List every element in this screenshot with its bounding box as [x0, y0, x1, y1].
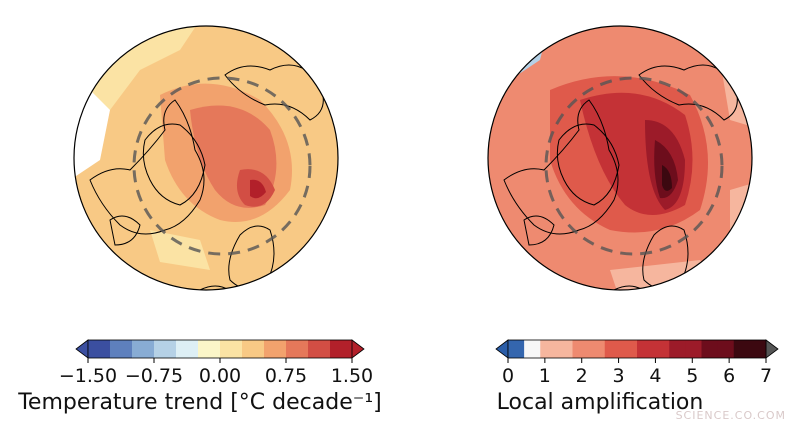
amp-colorbar-swatch: [588, 340, 606, 358]
right-panel: 0 1 2 3 4 5 6 7 Local amplification: [400, 0, 800, 426]
amp-colorbar-tick-label: 4: [649, 365, 661, 387]
trend-colorbar-tick-label: −1.50: [59, 365, 117, 387]
amp-colorbar-tick-label: 1: [539, 365, 551, 387]
amp-colorbar-swatch: [653, 340, 670, 358]
amp-colorbar-frame: [507, 339, 767, 359]
amp-colorbar-extend-low: [495, 339, 509, 359]
trend-colorbar-tick-label: 0.00: [199, 365, 241, 387]
coastline: [109, 215, 141, 246]
arctic-circle-dashed: [544, 76, 724, 256]
amp-colorbar-swatch: [701, 340, 719, 358]
amp-colorbar-tick-label: 6: [723, 365, 735, 387]
trend-colorbar-extend-low: [75, 339, 89, 359]
map-boundary: [487, 25, 753, 291]
coastline: [199, 285, 236, 290]
amp-colorbar-swatch: [620, 340, 638, 358]
coastline: [638, 64, 738, 121]
trend-colorbar-swatch: [88, 340, 111, 358]
hottest-region: [250, 179, 266, 199]
amp-colorbar-swatch: [524, 340, 541, 358]
trend-colorbar-swatch: [330, 340, 353, 358]
trend-colorbar-swatch: [110, 340, 133, 358]
amp-colorbar-swatch: [717, 340, 735, 358]
coastline: [142, 123, 206, 206]
watermark: SCIENCE.CO.COM: [675, 409, 786, 422]
trend-colorbar-tick-label: 0.75: [265, 365, 307, 387]
coastline: [503, 99, 619, 235]
coastline: [523, 215, 555, 246]
white-region: [150, 230, 210, 270]
trend-colorbar-swatch: [198, 340, 221, 358]
amp-colorbar-tick-label: 7: [760, 365, 772, 387]
amp-colorbar-swatch: [749, 340, 767, 358]
map-boundary: [73, 25, 339, 291]
amp-colorbar-tick-label: 3: [613, 365, 625, 387]
trend-colorbar-swatch: [308, 340, 331, 358]
blue-region: [488, 240, 530, 290]
coastline: [613, 285, 650, 290]
coastline: [556, 123, 620, 206]
left-panel: −1.50 −0.75 0.00 0.75 1.50 Temperature trend…: [18, 25, 382, 415]
amp-colorbar-swatch: [733, 340, 751, 358]
coastline: [224, 64, 324, 121]
trend-colorbar-swatch: [132, 340, 155, 358]
trend-colorbar-extend-high: [351, 339, 365, 359]
amp-colorbar-swatch: [508, 340, 525, 358]
colorbar-title-amplification: Local amplification: [496, 390, 704, 415]
amp-colorbar-tick-label: 5: [686, 365, 698, 387]
amp-colorbar-swatch: [556, 340, 573, 358]
trend-colorbar-tick-label: −0.75: [125, 365, 183, 387]
amp-colorbar-tick-label: 2: [576, 365, 588, 387]
amp-region-max: [662, 165, 672, 191]
trend-colorbar-swatch: [242, 340, 265, 358]
amplification-colorbar: 0 1 2 3 4 5 6 7: [495, 339, 779, 387]
trend-colorbar-swatch: [176, 340, 199, 358]
temperature-trend-map: [73, 25, 339, 291]
amp-colorbar-swatch: [669, 340, 686, 358]
amp-colorbar-swatch: [604, 340, 622, 358]
amp-colorbar-swatch: [540, 340, 557, 358]
trend-colorbar-tick-label: 1.50: [331, 365, 373, 387]
amp-colorbar-tick-label: 0: [502, 365, 514, 387]
amp-colorbar-swatch: [572, 340, 590, 358]
colorbar-title-temperature: Temperature trend [°C decade⁻¹]: [18, 390, 382, 415]
coastline: [89, 99, 205, 235]
trend-colorbar-swatch: [154, 340, 177, 358]
amp-colorbar-extend-high: [765, 339, 779, 359]
local-amplification-map: [487, 25, 753, 291]
trend-colorbar-swatch: [220, 340, 243, 358]
trend-colorbar-swatch: [286, 340, 309, 358]
arctic-circle-dashed: [132, 76, 312, 256]
amp-colorbar-swatch: [637, 340, 654, 358]
trend-colorbar-swatch: [264, 340, 287, 358]
temperature-colorbar: −1.50 −0.75 0.00 0.75 1.50: [59, 339, 373, 387]
amp-colorbar-swatch: [685, 340, 702, 358]
